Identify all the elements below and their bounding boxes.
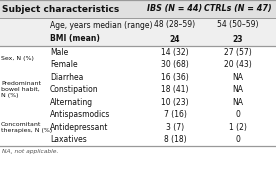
Text: 18 (41): 18 (41) xyxy=(161,85,189,94)
Text: 7 (16): 7 (16) xyxy=(164,110,186,119)
Text: 16 (36): 16 (36) xyxy=(161,73,189,82)
Text: Male: Male xyxy=(50,48,68,57)
Text: Predominant
bowel habit,
N (%): Predominant bowel habit, N (%) xyxy=(1,82,41,98)
Text: Concomitant
therapies, N (%): Concomitant therapies, N (%) xyxy=(1,122,52,133)
Text: NA: NA xyxy=(232,73,243,82)
Text: 23: 23 xyxy=(233,35,243,43)
Text: Antidepressant: Antidepressant xyxy=(50,123,108,132)
Text: Sex, N (%): Sex, N (%) xyxy=(1,56,34,61)
Text: Diarrhea: Diarrhea xyxy=(50,73,83,82)
Text: BMI (mean): BMI (mean) xyxy=(50,35,100,43)
Text: NA, not applicable.: NA, not applicable. xyxy=(2,149,59,154)
Bar xyxy=(0,18,276,32)
Text: IBS (N = 44): IBS (N = 44) xyxy=(147,5,203,13)
Text: 20 (43): 20 (43) xyxy=(224,60,252,69)
Text: Alternating: Alternating xyxy=(50,98,93,107)
Text: 48 (28–59): 48 (28–59) xyxy=(155,21,196,29)
Text: 24: 24 xyxy=(170,35,180,43)
Bar xyxy=(0,0,276,18)
Text: Female: Female xyxy=(50,60,78,69)
Text: NA: NA xyxy=(232,98,243,107)
Text: Constipation: Constipation xyxy=(50,85,99,94)
Text: NA: NA xyxy=(232,85,243,94)
Text: 8 (18): 8 (18) xyxy=(164,135,186,144)
Text: Antispasmodics: Antispasmodics xyxy=(50,110,110,119)
Text: Subject characteristics: Subject characteristics xyxy=(2,5,119,13)
Text: 3 (7): 3 (7) xyxy=(166,123,184,132)
Text: Age, years median (range): Age, years median (range) xyxy=(50,21,153,29)
Text: 54 (50–59): 54 (50–59) xyxy=(217,21,259,29)
Text: 1 (2): 1 (2) xyxy=(229,123,247,132)
Text: Laxatives: Laxatives xyxy=(50,135,87,144)
Text: CTRLs (N = 47): CTRLs (N = 47) xyxy=(204,5,272,13)
Text: 0: 0 xyxy=(235,110,240,119)
Text: 0: 0 xyxy=(235,135,240,144)
Text: 10 (23): 10 (23) xyxy=(161,98,189,107)
Text: 30 (68): 30 (68) xyxy=(161,60,189,69)
Bar xyxy=(0,32,276,46)
Text: 14 (32): 14 (32) xyxy=(161,48,189,57)
Text: 27 (57): 27 (57) xyxy=(224,48,252,57)
